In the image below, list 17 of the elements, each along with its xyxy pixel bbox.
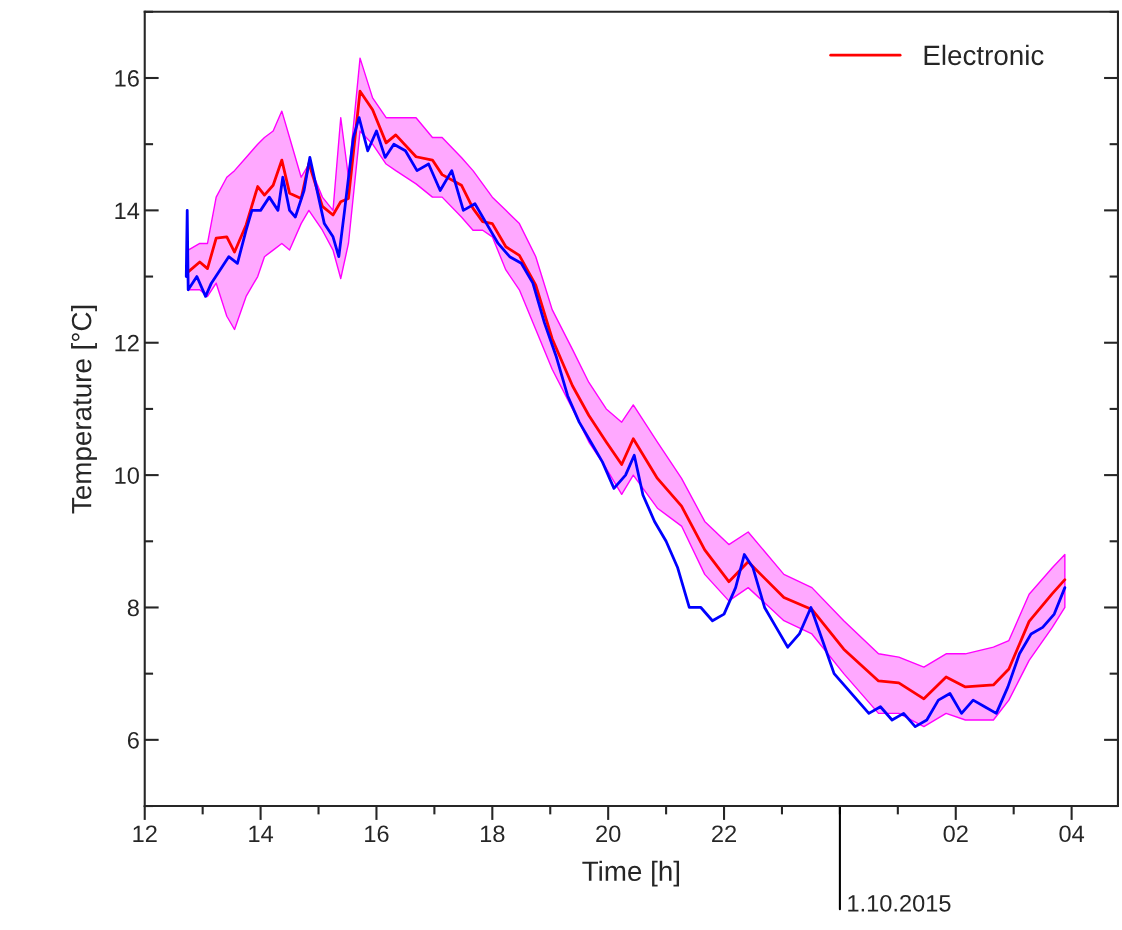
y-tick-label: 8	[127, 599, 139, 617]
x-tick-label: 04	[1059, 825, 1085, 843]
y-tick-label: 10	[115, 467, 139, 484]
x-tick-label: 20	[596, 825, 621, 843]
y-tick-label: 6	[127, 731, 139, 749]
text: 1.10.2015	[848, 894, 951, 912]
x-tick-label: 18	[480, 825, 505, 843]
legend-label: Electronic	[924, 44, 1044, 66]
x-axis-title: Time [h]	[582, 860, 680, 887]
x-tick-label: 16	[365, 825, 389, 843]
x-tick-label: 14	[249, 825, 274, 842]
x-tick-label: 22	[712, 825, 736, 842]
x-tick-label: 02	[943, 825, 968, 843]
y-tick-label: 14	[115, 202, 140, 219]
y-tick-label: 12	[115, 334, 139, 352]
y-tick-label: 16	[115, 70, 139, 87]
y-axis-title: Temperature [°C]	[71, 305, 97, 514]
